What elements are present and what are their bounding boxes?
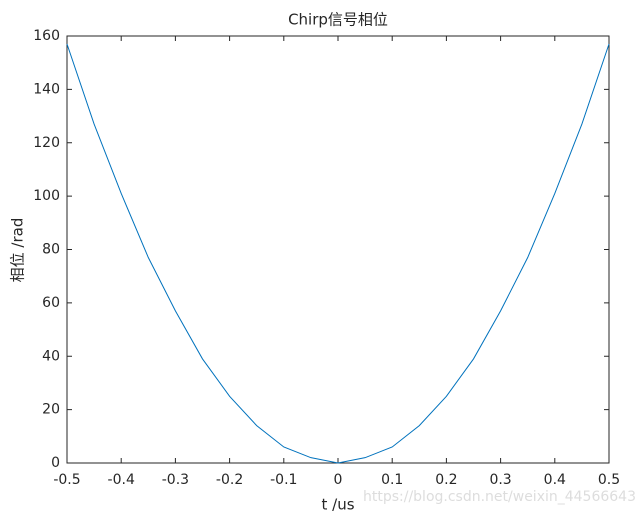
data-line <box>66 43 610 464</box>
x-axis-label: t /us <box>321 496 354 514</box>
y-tick-label: 160 <box>33 28 60 44</box>
x-tick-label: -0.4 <box>108 472 135 488</box>
x-tick-label: 0.4 <box>544 472 566 488</box>
x-tick-label: 0.1 <box>381 472 403 488</box>
y-tick-label: 60 <box>42 295 60 311</box>
x-tick-label: -0.3 <box>162 472 189 488</box>
y-tick-label: 40 <box>42 348 60 364</box>
y-tick-label: 120 <box>33 135 60 151</box>
watermark: https://blog.csdn.net/weixin_44566643 <box>363 489 636 505</box>
plot-box <box>66 35 610 464</box>
y-tick-label: 20 <box>42 402 60 418</box>
x-tick-label: -0.2 <box>216 472 243 488</box>
y-axis-label: 相位 /rad <box>9 218 27 283</box>
x-tick-label: 0.3 <box>489 472 511 488</box>
x-tick-label: 0.5 <box>598 472 620 488</box>
x-tick-label: 0 <box>334 472 343 488</box>
y-tick-label: 100 <box>33 188 60 204</box>
x-tick-label: -0.1 <box>270 472 297 488</box>
y-tick-label: 0 <box>51 455 60 471</box>
x-tick-label: -0.5 <box>53 472 80 488</box>
y-tick-label: 80 <box>42 242 60 258</box>
x-tick-label: 0.2 <box>435 472 457 488</box>
y-tick-label: 140 <box>33 81 60 97</box>
chart-title: Chirp信号相位 <box>288 11 388 29</box>
